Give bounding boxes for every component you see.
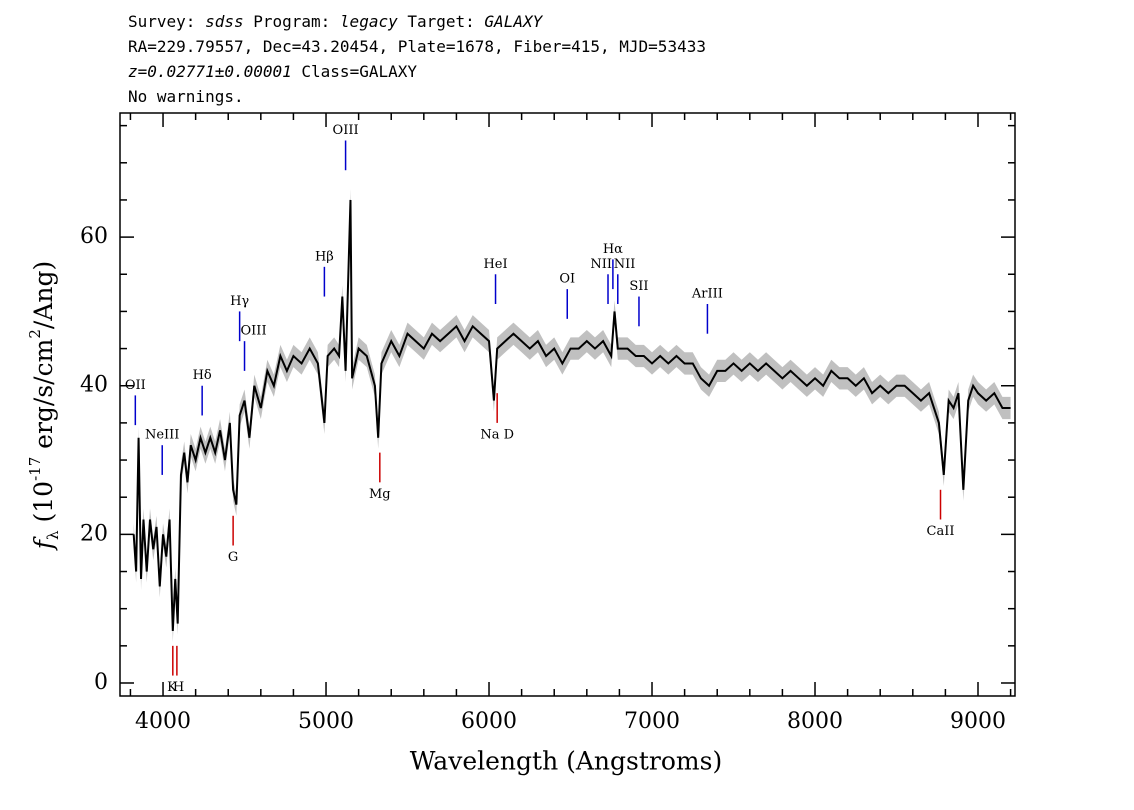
line-label: NII — [614, 257, 636, 272]
x-tick-label: 7000 — [624, 709, 680, 734]
header-segment: Survey: — [128, 12, 205, 31]
header-segment: RA=229.79557, Dec=43.20454, Plate=1678, … — [128, 37, 706, 56]
y-label-segment: erg/s/cm — [29, 338, 58, 456]
header-line: Survey: sdss Program: legacy Target: GAL… — [128, 12, 544, 31]
line-label: ArIII — [691, 286, 723, 301]
header-line: z=0.02771±0.00001 Class=GALAXY — [128, 62, 417, 81]
y-label-segment: -17 — [26, 457, 44, 481]
line-label: Hγ — [230, 294, 249, 309]
x-tick-label: 4000 — [135, 709, 191, 734]
error-band — [133, 188, 1011, 643]
header-segment: sdss — [205, 12, 244, 31]
line-label: OI — [559, 272, 575, 287]
header-segment: Program: — [244, 12, 340, 31]
y-axis-label: fλ (10-17 erg/s/cm2/Ang) — [26, 261, 62, 551]
line-label: G — [228, 550, 238, 565]
x-tick-label: 8000 — [787, 709, 843, 734]
line-label: Hδ — [193, 368, 212, 383]
y-label-segment: (10 — [29, 481, 58, 531]
y-tick-label: 60 — [80, 224, 108, 249]
x-axis-label: Wavelength (Angstroms) — [410, 747, 722, 776]
x-tick-label: 5000 — [298, 709, 354, 734]
y-label-segment: f — [29, 536, 58, 551]
line-label: OIII — [241, 324, 267, 339]
line-label: OII — [125, 378, 146, 393]
y-tick-label: 20 — [80, 521, 108, 546]
line-label: Hα — [603, 242, 623, 257]
y-tick-label: 0 — [94, 670, 108, 695]
header-segment: Target: — [398, 12, 485, 31]
line-label: CaII — [927, 524, 955, 539]
y-tick-label: 40 — [80, 373, 108, 398]
spectrum-line — [132, 199, 1011, 632]
line-label: K — [167, 680, 177, 695]
header-line: RA=229.79557, Dec=43.20454, Plate=1678, … — [128, 37, 706, 56]
line-label: HeI — [483, 257, 507, 272]
header-line: No warnings. — [128, 87, 244, 106]
header-segment: z=0.02771±0.00001 — [128, 62, 292, 81]
header-segment: legacy — [340, 12, 398, 31]
header-segment: No warnings. — [128, 87, 244, 106]
header-segment: Class=GALAXY — [292, 62, 418, 81]
line-label: Na D — [480, 427, 514, 442]
line-label: NeIII — [145, 428, 179, 443]
line-label: NII — [590, 257, 612, 272]
y-label-segment: λ — [44, 530, 62, 540]
line-label: Mg — [369, 487, 391, 502]
line-label: H — [173, 680, 184, 695]
line-label: SII — [629, 279, 648, 294]
y-label-segment: 2 — [26, 329, 44, 339]
line-label: OIII — [333, 123, 359, 138]
line-label: Hβ — [315, 249, 334, 264]
x-tick-label: 9000 — [950, 709, 1006, 734]
x-tick-label: 6000 — [461, 709, 517, 734]
plot-frame — [119, 112, 1016, 697]
y-label-segment: /Ang) — [29, 261, 58, 329]
header-segment: GALAXY — [484, 12, 543, 31]
